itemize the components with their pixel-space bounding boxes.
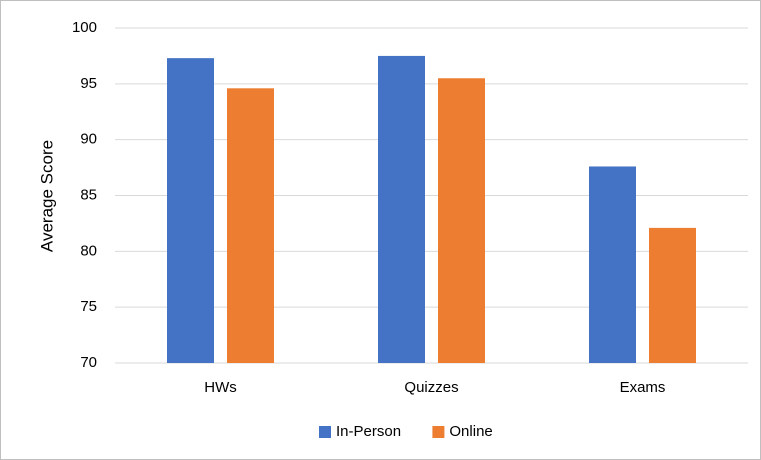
legend-swatch: [432, 426, 445, 438]
x-tick-label: Exams: [620, 379, 666, 396]
x-tick-label: HWs: [204, 379, 237, 396]
bar: [649, 227, 696, 363]
bar: [378, 55, 425, 364]
bar: [438, 78, 485, 363]
x-tick-label: Quizzes: [404, 379, 458, 396]
y-tick-label: 90: [80, 131, 97, 148]
y-axis-label: Average Score: [37, 140, 56, 252]
bar: [227, 88, 274, 364]
bar: [589, 166, 636, 363]
legend-label: In-Person: [336, 423, 401, 440]
y-tick-label: 100: [72, 19, 97, 36]
bar: [167, 58, 214, 364]
y-tick-label: 85: [80, 186, 97, 203]
legend-swatch: [319, 426, 331, 438]
y-tick-label: 70: [80, 354, 97, 371]
y-tick-label: 80: [80, 242, 97, 259]
y-tick-label: 95: [80, 75, 97, 92]
y-tick-label: 75: [80, 298, 97, 315]
legend-label: Online: [449, 423, 492, 440]
